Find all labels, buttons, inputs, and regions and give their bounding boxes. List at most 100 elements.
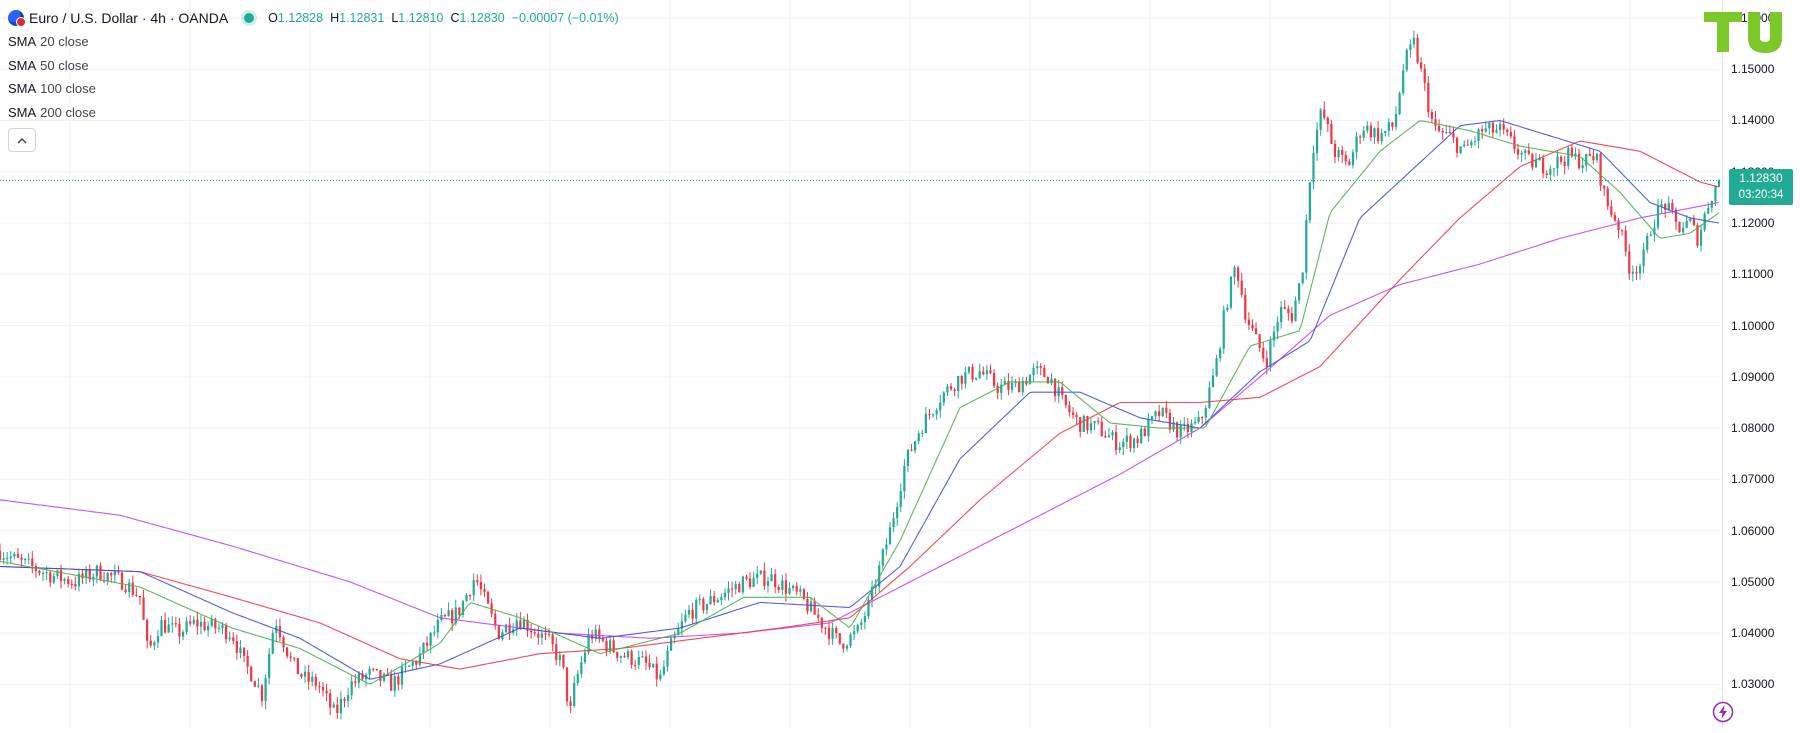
symbol-title[interactable]: Euro / U.S. Dollar · 4h · OANDA (29, 10, 229, 26)
candle-body (1682, 227, 1685, 233)
candle-body (730, 588, 734, 590)
symbol-header: Euro / U.S. Dollar · 4h · OANDA O1.12828… (8, 6, 619, 30)
candle-body (1527, 150, 1530, 154)
candle-body (124, 589, 127, 593)
candle-body (1183, 423, 1186, 426)
candle-body (1061, 387, 1064, 396)
candle-body (415, 662, 418, 665)
candle-body (1649, 234, 1652, 236)
candle-body (1513, 136, 1516, 150)
candle-body (587, 634, 590, 653)
candle-body (1624, 230, 1627, 252)
candle-body (648, 662, 651, 668)
candle-body (1628, 251, 1631, 274)
candle-body (494, 613, 497, 626)
candle-body (1685, 220, 1688, 228)
candle-body (508, 624, 511, 633)
chevron-up-icon (17, 137, 27, 144)
candle-body (1071, 412, 1075, 415)
candle-body (1021, 380, 1024, 393)
tradingview-logo[interactable] (1700, 8, 1792, 54)
candle-body (483, 589, 486, 592)
candle-body (135, 594, 138, 596)
candle-body (6, 558, 9, 560)
candle-body (1362, 130, 1365, 138)
price-tick-label: 1.07000 (1731, 472, 1775, 487)
candle-body (1262, 348, 1265, 359)
candle-body (942, 392, 945, 403)
candle-body (752, 577, 755, 587)
candle-body (138, 595, 142, 598)
candle-body (741, 576, 744, 593)
candle-body (368, 668, 371, 675)
candle-body (917, 433, 920, 442)
candle-body (809, 601, 813, 612)
indicator-sma-100[interactable]: SMA 100 close (8, 81, 96, 97)
candle-body (655, 663, 658, 680)
candle-body (321, 687, 325, 691)
sma-200-line (0, 201, 1720, 639)
candle-body (1448, 131, 1451, 134)
indicator-sma-20[interactable]: SMA 20 close (8, 34, 89, 50)
candle-body (1556, 156, 1559, 169)
candle-body (813, 601, 816, 615)
indicator-sma-50[interactable]: SMA 50 close (8, 57, 89, 73)
candle-body (1007, 380, 1010, 390)
candle-body (985, 370, 989, 375)
candle-body (863, 616, 866, 623)
candle-body (996, 385, 999, 393)
candle-body (1053, 378, 1057, 397)
candle-body (217, 627, 221, 629)
candle-body (1538, 158, 1541, 161)
candle-body (235, 641, 238, 654)
candle-body (250, 666, 253, 682)
candle-body (924, 413, 928, 434)
candle-body (1552, 168, 1556, 170)
candle-body (867, 599, 870, 617)
candle-body (705, 604, 709, 611)
candle-body (1387, 122, 1390, 131)
candle-body (931, 414, 935, 416)
candle-body (1193, 421, 1197, 424)
candlestick-chart[interactable] (0, 0, 1722, 728)
candle-body (978, 371, 981, 378)
candle-body (1509, 132, 1512, 137)
candle-body (1175, 422, 1179, 438)
candle-body (1298, 283, 1301, 301)
candle-body (1107, 435, 1111, 438)
candle-body (734, 584, 737, 590)
market-status-icon[interactable] (244, 13, 255, 23)
candle-body (454, 607, 457, 624)
candle-body (967, 366, 971, 373)
candle-body (74, 583, 77, 587)
candle-body (117, 571, 120, 573)
candle-body (16, 553, 20, 558)
candle-body (687, 609, 691, 615)
candle-body (1653, 227, 1656, 235)
candle-body (763, 570, 766, 586)
collapse-legend-button[interactable] (8, 128, 36, 152)
candle-body (738, 584, 741, 593)
candle-body (1638, 266, 1642, 274)
candle-body (1086, 416, 1089, 431)
candle-body (228, 637, 231, 640)
candle-body (88, 569, 91, 580)
candle-body (1125, 435, 1128, 442)
candle-body (547, 633, 551, 635)
replay-button[interactable] (1712, 701, 1734, 723)
candle-body (537, 633, 540, 638)
candle-body (1204, 408, 1207, 418)
candle-body (820, 617, 823, 628)
candle-body (210, 618, 213, 626)
candle-body (1165, 407, 1168, 413)
candle-body (835, 628, 838, 634)
chart-area[interactable] (0, 0, 1722, 728)
candle-body (174, 623, 177, 625)
price-axis[interactable]: 1.160001.150001.140001.130001.120001.110… (1722, 0, 1800, 728)
candle-body (1452, 133, 1455, 138)
candle-body (354, 681, 357, 683)
indicator-sma-200[interactable]: SMA 200 close (8, 104, 96, 120)
candle-body (1502, 124, 1505, 130)
candle-body (583, 652, 587, 662)
candle-body (1491, 122, 1495, 133)
